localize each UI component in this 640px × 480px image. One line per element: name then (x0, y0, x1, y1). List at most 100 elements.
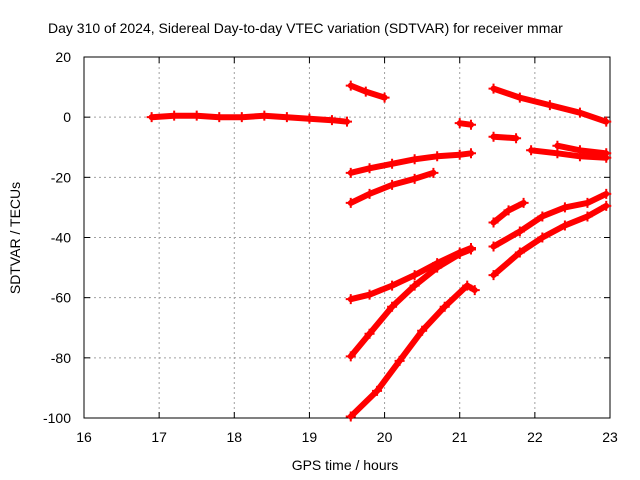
data-point (488, 270, 499, 281)
y-tick-label: -60 (51, 290, 71, 306)
series-line (528, 147, 610, 161)
x-tick-label: 16 (76, 429, 92, 445)
data-point (169, 110, 180, 121)
data-point (514, 92, 525, 103)
data-point (454, 149, 465, 160)
x-axis-label: GPS time / hours (292, 457, 399, 473)
data-point (345, 197, 356, 208)
data-point (514, 226, 525, 237)
plot-frame (83, 56, 611, 419)
data-point (559, 220, 570, 231)
x-tick-label: 22 (527, 429, 543, 445)
data-point (372, 385, 383, 396)
data-point (191, 110, 202, 121)
data-point (454, 118, 465, 129)
series-line (490, 190, 610, 250)
data-point (428, 167, 439, 178)
data-point (544, 100, 555, 111)
data-point (511, 133, 522, 144)
data-point (574, 145, 585, 156)
data-point (469, 285, 480, 296)
data-point (409, 280, 420, 291)
y-tick-label: -20 (51, 169, 71, 185)
data-point (601, 148, 612, 159)
x-axis: 16 17 18 19 20 21 22 23 (76, 57, 618, 445)
x-tick-label: 19 (302, 429, 318, 445)
data-point (582, 211, 593, 222)
data-point (518, 197, 529, 208)
series-track-12 (552, 140, 612, 159)
data-point (601, 188, 612, 199)
data-point (552, 140, 563, 151)
series-track-3 (345, 148, 476, 178)
data-point (488, 83, 499, 94)
data-point (409, 270, 420, 281)
x-tick-label: 17 (151, 429, 167, 445)
series-track-10 (488, 131, 522, 144)
data-point (364, 289, 375, 300)
series-line (490, 202, 610, 279)
data-point (537, 211, 548, 222)
data-point (387, 158, 398, 169)
data-point (409, 173, 420, 184)
data-point (259, 110, 270, 121)
grid (84, 57, 610, 418)
series-track-6 (345, 244, 476, 362)
data-point (345, 411, 356, 422)
chart-title: Day 310 of 2024, Sidereal Day-to-day VTE… (48, 20, 563, 36)
x-tick-label: 20 (377, 429, 393, 445)
data-point (387, 280, 398, 291)
series-line (148, 112, 350, 125)
data-point (601, 116, 612, 127)
data-point (462, 280, 473, 291)
y-axis: 20 0 -20 -40 -60 -80 -100 (43, 49, 610, 426)
data-point (236, 112, 247, 123)
data-point (559, 202, 570, 213)
y-tick-label: 20 (55, 49, 71, 65)
data-point (364, 163, 375, 174)
data-point (526, 145, 537, 156)
series-track-15 (488, 200, 612, 281)
series-track-1 (146, 110, 352, 127)
y-tick-label: 0 (63, 109, 71, 125)
data-point (432, 262, 443, 273)
data-point (574, 107, 585, 118)
series-track-9 (488, 83, 612, 127)
data-point (582, 197, 593, 208)
data-point (439, 301, 450, 312)
data-point (281, 112, 292, 123)
data-point (360, 86, 371, 97)
data-point (379, 92, 390, 103)
data-point (503, 205, 514, 216)
data-series (146, 80, 612, 422)
series-track-14 (488, 188, 612, 252)
x-tick-label: 18 (226, 429, 242, 445)
data-point (345, 351, 356, 362)
data-point (345, 80, 356, 91)
data-point (364, 328, 375, 339)
y-tick-label: -80 (51, 350, 71, 366)
data-point (342, 116, 352, 127)
series-line (347, 282, 478, 420)
data-point (488, 241, 499, 252)
data-point (326, 115, 337, 126)
data-point (394, 355, 405, 366)
data-point (601, 200, 612, 211)
data-point (214, 112, 225, 123)
series-track-13 (488, 197, 529, 228)
data-point (432, 151, 443, 162)
data-point (304, 113, 315, 124)
data-point (409, 154, 420, 165)
series-track-7 (345, 280, 480, 422)
data-point (537, 232, 548, 243)
data-point (465, 244, 476, 255)
y-tick-label: -40 (51, 230, 71, 246)
data-point (488, 131, 499, 142)
data-point (364, 188, 375, 199)
data-point (387, 301, 398, 312)
data-point (488, 217, 499, 228)
data-point (465, 148, 476, 159)
data-point (345, 294, 356, 305)
x-tick-label: 21 (452, 429, 468, 445)
